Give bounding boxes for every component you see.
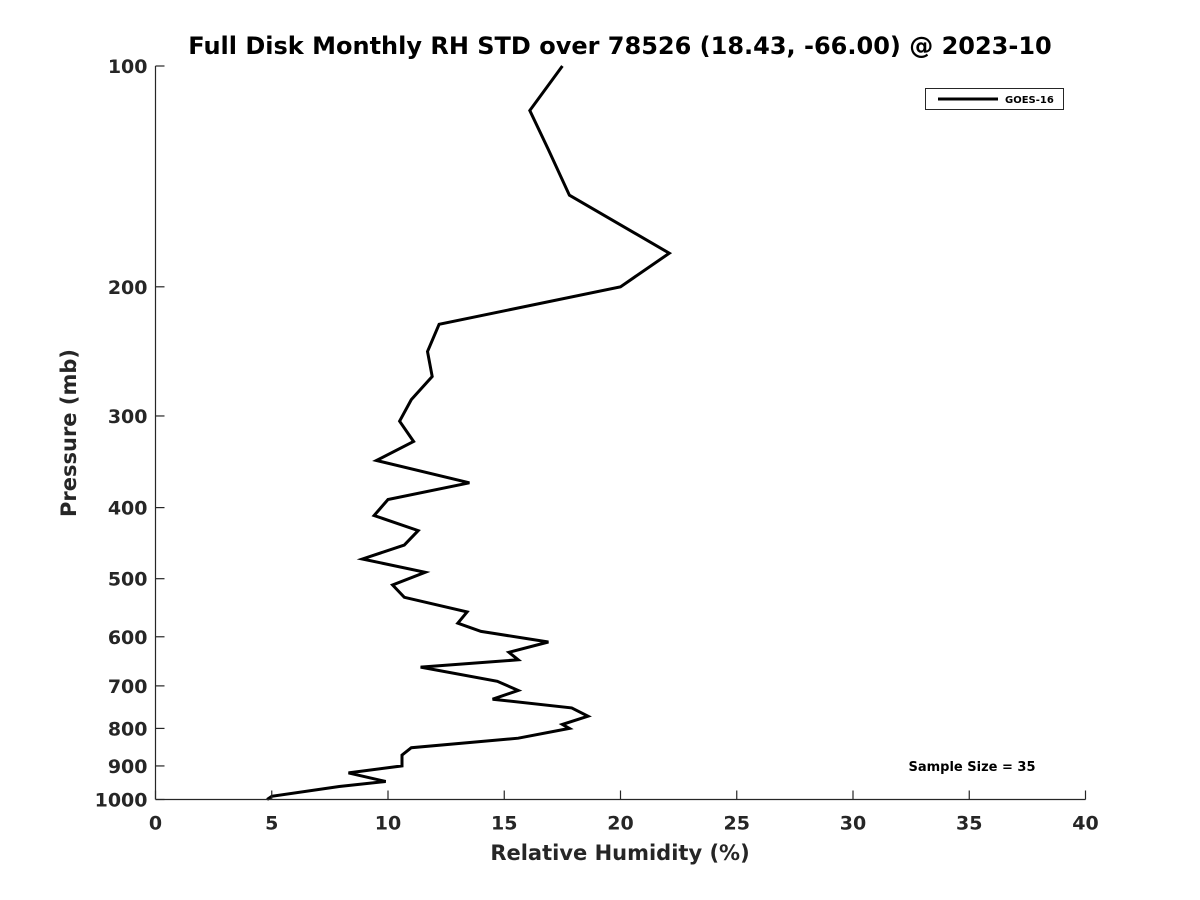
series-line-goes-16 [266,65,673,801]
legend: GOES-16 [925,88,1064,110]
chart-title: Full Disk Monthly RH STD over 78526 (18.… [188,32,1051,60]
x-tick-label: 20 [607,813,633,835]
y-tick-label: 600 [108,627,148,649]
plot-area: 0 5 10 15 20 25 30 35 40 100 200 300 400 500 600 700 80… [95,56,1099,835]
y-tick-label: 300 [108,406,148,428]
x-tick-label: 0 [149,813,162,835]
x-tick-label: 5 [265,813,278,835]
x-axis-label: Relative Humidity (%) [490,841,749,865]
x-tick-label: 35 [956,813,982,835]
y-axis-label: Pressure (mb) [57,349,81,517]
y-ticks: 100 200 300 400 500 600 700 800 900 1000 [95,56,165,812]
x-ticks: 0 5 10 15 20 25 30 35 40 [149,790,1099,835]
x-tick-label: 15 [491,813,517,835]
y-tick-label: 800 [108,718,148,740]
sample-size-annotation: Sample Size = 35 [908,760,1035,775]
x-tick-label: 25 [724,813,750,835]
y-tick-label: 500 [108,569,148,591]
y-tick-label: 700 [108,676,148,698]
y-tick-label: 200 [108,277,148,299]
y-tick-label: 900 [108,756,148,778]
y-tick-label: 100 [108,56,148,78]
x-tick-label: 10 [375,813,401,835]
x-tick-label: 40 [1072,813,1098,835]
x-tick-label: 30 [840,813,866,835]
y-tick-label: 400 [108,498,148,520]
legend-label-goes-16: GOES-16 [1005,95,1054,106]
series-layer [266,65,673,801]
y-tick-label: 1000 [95,790,148,812]
